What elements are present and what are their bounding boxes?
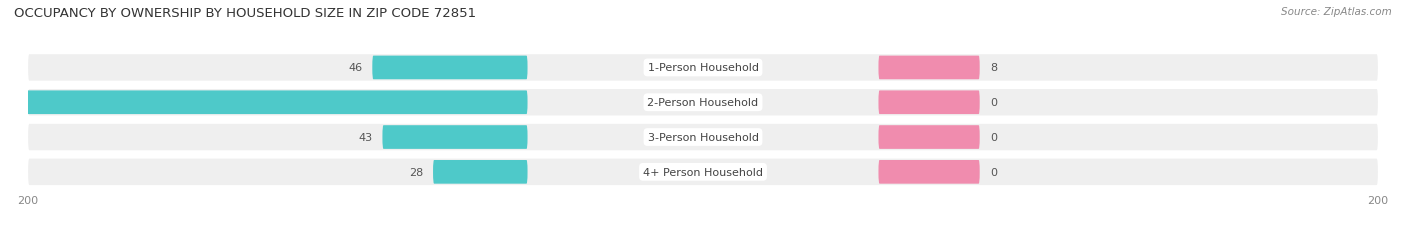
Text: 2-Person Household: 2-Person Household [647, 98, 759, 108]
Text: 0: 0 [990, 167, 997, 177]
FancyBboxPatch shape [0, 91, 527, 115]
FancyBboxPatch shape [879, 91, 980, 115]
Text: 8: 8 [990, 63, 997, 73]
FancyBboxPatch shape [433, 160, 527, 184]
FancyBboxPatch shape [879, 126, 980, 149]
FancyBboxPatch shape [28, 90, 1378, 116]
Text: 1-Person Household: 1-Person Household [648, 63, 758, 73]
Text: 0: 0 [990, 132, 997, 143]
Text: 43: 43 [359, 132, 373, 143]
FancyBboxPatch shape [28, 159, 1378, 185]
FancyBboxPatch shape [28, 55, 1378, 81]
Text: OCCUPANCY BY OWNERSHIP BY HOUSEHOLD SIZE IN ZIP CODE 72851: OCCUPANCY BY OWNERSHIP BY HOUSEHOLD SIZE… [14, 7, 477, 20]
FancyBboxPatch shape [28, 124, 1378, 151]
Text: 28: 28 [409, 167, 423, 177]
Text: 4+ Person Household: 4+ Person Household [643, 167, 763, 177]
Text: Source: ZipAtlas.com: Source: ZipAtlas.com [1281, 7, 1392, 17]
FancyBboxPatch shape [879, 160, 980, 184]
Text: 46: 46 [349, 63, 363, 73]
Text: 3-Person Household: 3-Person Household [648, 132, 758, 143]
FancyBboxPatch shape [382, 126, 527, 149]
FancyBboxPatch shape [879, 56, 980, 80]
Text: 0: 0 [990, 98, 997, 108]
FancyBboxPatch shape [373, 56, 527, 80]
